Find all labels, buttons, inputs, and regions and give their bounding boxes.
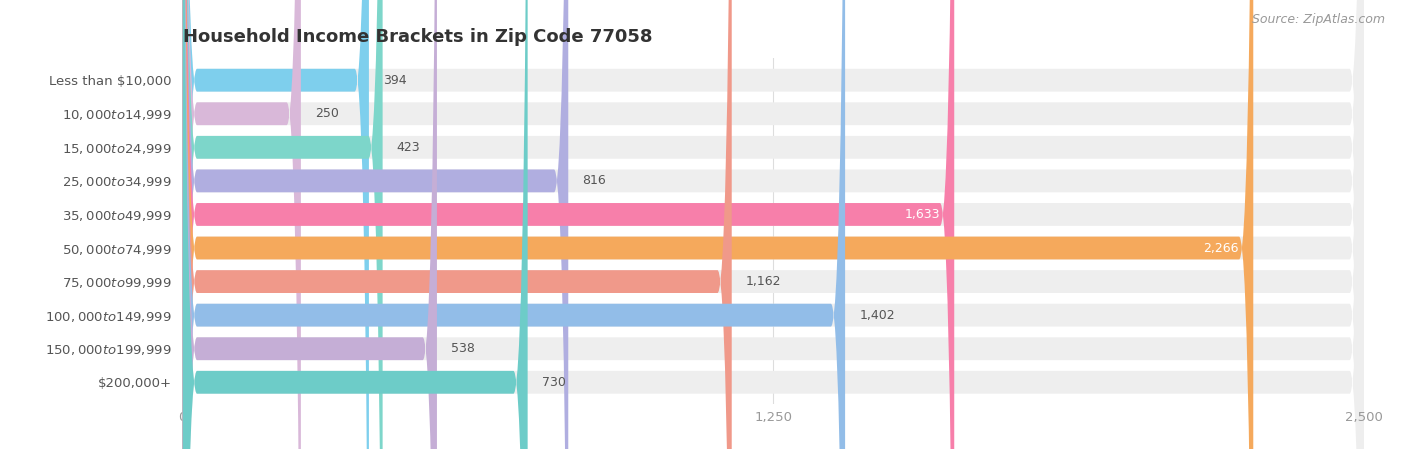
FancyBboxPatch shape <box>183 0 527 449</box>
FancyBboxPatch shape <box>183 0 1364 449</box>
FancyBboxPatch shape <box>183 0 568 449</box>
Text: 2,266: 2,266 <box>1204 242 1239 255</box>
Text: 538: 538 <box>451 342 475 355</box>
Text: 730: 730 <box>541 376 565 389</box>
Text: 394: 394 <box>382 74 406 87</box>
FancyBboxPatch shape <box>183 0 1364 449</box>
FancyBboxPatch shape <box>183 0 1364 449</box>
FancyBboxPatch shape <box>183 0 1364 449</box>
FancyBboxPatch shape <box>183 0 301 449</box>
Text: 1,633: 1,633 <box>904 208 941 221</box>
FancyBboxPatch shape <box>183 0 1253 449</box>
FancyBboxPatch shape <box>183 0 1364 449</box>
FancyBboxPatch shape <box>183 0 1364 449</box>
FancyBboxPatch shape <box>183 0 1364 449</box>
FancyBboxPatch shape <box>183 0 845 449</box>
Text: Household Income Brackets in Zip Code 77058: Household Income Brackets in Zip Code 77… <box>183 28 652 46</box>
FancyBboxPatch shape <box>183 0 1364 449</box>
FancyBboxPatch shape <box>183 0 437 449</box>
Text: 1,162: 1,162 <box>747 275 782 288</box>
Text: 816: 816 <box>582 174 606 187</box>
FancyBboxPatch shape <box>183 0 1364 449</box>
FancyBboxPatch shape <box>183 0 955 449</box>
Text: 250: 250 <box>315 107 339 120</box>
FancyBboxPatch shape <box>183 0 731 449</box>
FancyBboxPatch shape <box>183 0 1364 449</box>
Text: 1,402: 1,402 <box>859 308 894 321</box>
FancyBboxPatch shape <box>183 0 368 449</box>
FancyBboxPatch shape <box>183 0 382 449</box>
Text: Source: ZipAtlas.com: Source: ZipAtlas.com <box>1251 13 1385 26</box>
Text: 423: 423 <box>396 141 420 154</box>
